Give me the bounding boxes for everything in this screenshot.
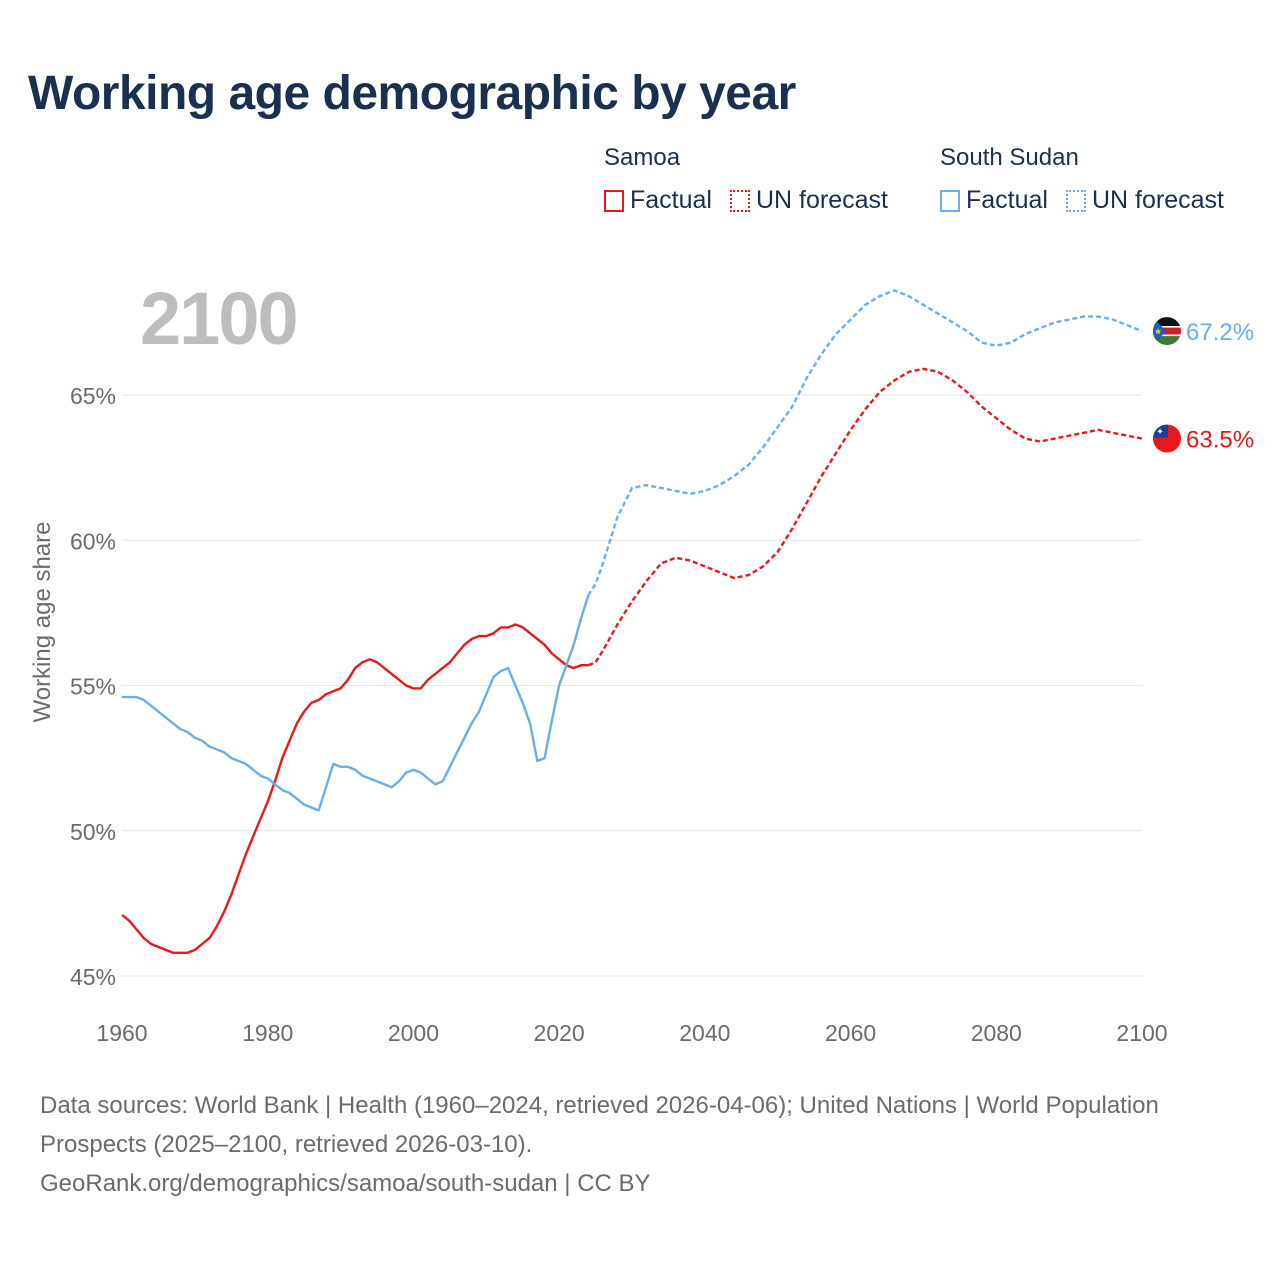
legend-swatch-dotted [1065,189,1086,212]
x-tick-label: 2040 [679,1020,730,1046]
y-tick-label: 50% [70,819,116,845]
samoa-end-value-label: 63.5% [1186,427,1254,454]
legend-samoa-factual[interactable]: Factual [604,186,712,215]
x-tick-label: 1960 [96,1020,147,1046]
south-sudan-factual-line [122,595,590,812]
south-sudan-end-value-label: 67.2% [1186,319,1254,346]
legend-south-sudan: South Sudan Factual UN forecast [940,144,1242,215]
legend-country-samoa: Samoa [604,144,681,171]
y-axis-label: Working age share [29,522,56,723]
legend-label: UN forecast [755,186,888,214]
south-sudan-flag-icon: ★ [1153,317,1181,346]
legend-south-sudan-forecast[interactable]: UN forecast [1065,186,1224,215]
svg-text:✦: ✦ [1156,427,1164,437]
svg-text:★: ★ [1154,327,1162,337]
south-sudan-forecast-line [587,289,1143,597]
chart-title: Working age demographic by year [28,67,796,120]
credit-line: GeoRank.org/demographics/samoa/south-sud… [40,1170,651,1197]
legend-label: Factual [966,186,1048,214]
samoa-forecast-line [587,367,1143,667]
y-tick-label: 45% [70,964,116,990]
y-tick-label: 60% [70,528,116,554]
legend-swatch-dotted [729,189,750,212]
footer: Data sources: World Bank | Health (1960–… [40,1086,1220,1203]
x-tick-label: 2100 [1116,1020,1167,1046]
samoa-factual-line [121,623,589,954]
x-tick-label: 2000 [388,1020,439,1046]
y-tick-label: 65% [70,383,116,409]
legend-label: UN forecast [1091,186,1224,214]
line-chart: 45% 50% 55% 60% 65% 1960 1980 2000 2020 2040 2060 2… [29,289,1254,1046]
x-tick-label: 2060 [825,1020,876,1046]
legend-south-sudan-factual[interactable]: Factual [940,186,1048,215]
legend-samoa-forecast[interactable]: UN forecast [729,186,888,215]
x-tick-label: 2080 [971,1020,1022,1046]
samoa-flag-icon: ✦ [1153,424,1181,453]
legend-country-south-sudan: South Sudan [940,144,1079,171]
x-tick-label: 2020 [534,1020,585,1046]
x-tick-label: 1980 [242,1020,293,1046]
year-display: 2100 [140,277,299,360]
data-sources: Data sources: World Bank | Health (1960–… [40,1092,1159,1158]
legend-swatch-solid [604,189,624,212]
legend-label: Factual [630,186,712,214]
legend-samoa: Samoa Factual UN forecast [604,144,906,215]
y-tick-label: 55% [70,674,116,700]
legend-swatch-solid [940,189,960,212]
